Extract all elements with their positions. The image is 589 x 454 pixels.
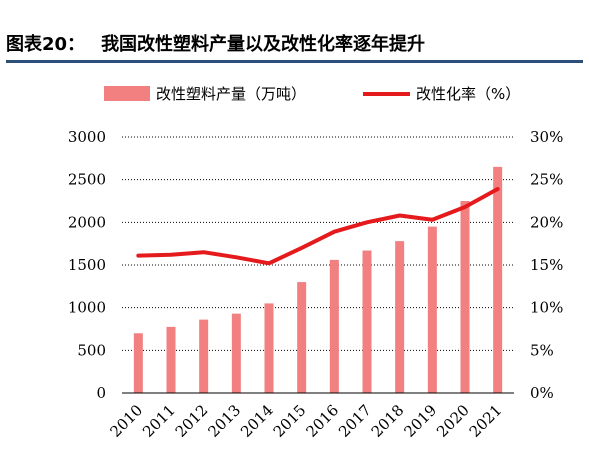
y-right-tick-label: 10% — [530, 299, 563, 317]
x-tick-label: 2015 — [270, 401, 310, 441]
bar-series — [133, 166, 503, 393]
y-left-tick-label: 1500 — [68, 256, 106, 274]
y-right-tick-label: 30% — [530, 128, 563, 146]
y-left-tick-label: 0 — [96, 384, 106, 402]
legend: 改性塑料产量（万吨） 改性化率（%） — [104, 85, 520, 103]
y-right-tick-label: 20% — [530, 213, 563, 231]
x-tick-label: 2017 — [335, 401, 375, 441]
bar-2012 — [199, 319, 209, 393]
figure-title: 我国改性塑料产量以及改性化率逐年提升 — [101, 34, 426, 55]
bar-2019 — [427, 226, 437, 393]
y-left-tick-label: 2000 — [68, 213, 106, 231]
axes: 0 500 1000 1500 2000 2500 3000 0% 5% 10% 15% 20% 25%… — [68, 128, 564, 441]
title-rule — [6, 60, 583, 63]
x-tick-label: 2013 — [204, 401, 244, 441]
y-left-tick-label: 3000 — [68, 128, 106, 146]
x-tick-label: 2021 — [466, 401, 506, 441]
bar-2016 — [329, 259, 339, 393]
x-tick-label: 2019 — [400, 401, 440, 441]
bar-2018 — [395, 241, 405, 393]
x-tick-label: 2020 — [433, 401, 473, 441]
bar-2010 — [133, 333, 143, 393]
bar-2020 — [460, 201, 470, 393]
x-tick-label: 2016 — [302, 401, 342, 441]
y-right-tick-label: 5% — [530, 341, 554, 359]
bar-2014 — [264, 303, 274, 393]
figure-label: 图表20： — [6, 34, 86, 55]
rate-line — [136, 187, 500, 266]
legend-swatch-bar — [104, 86, 150, 101]
y-right-tick-label: 15% — [530, 256, 563, 274]
bar-2015 — [297, 282, 307, 393]
x-tick-label: 2012 — [172, 401, 212, 441]
line-series — [136, 187, 500, 266]
legend-label-line: 改性化率（%） — [416, 85, 520, 103]
bar-2013 — [231, 313, 241, 393]
y-right-tick-label: 0% — [530, 384, 554, 402]
x-tick-label: 2014 — [237, 401, 277, 441]
y-left-tick-label: 2500 — [68, 171, 106, 189]
y-left-tick-label: 1000 — [68, 299, 106, 317]
bar-2017 — [362, 250, 372, 393]
y-right-tick-label: 25% — [530, 171, 563, 189]
chart-title: 图表20： 我国改性塑料产量以及改性化率逐年提升 — [6, 30, 583, 56]
x-tick-label: 2011 — [139, 401, 179, 441]
y-left-tick-label: 500 — [77, 341, 106, 359]
bar-2011 — [166, 326, 176, 393]
legend-label-bar: 改性塑料产量（万吨） — [156, 85, 306, 103]
gridlines — [122, 136, 514, 351]
bar-2021 — [493, 166, 503, 393]
x-tick-label: 2010 — [106, 401, 146, 441]
x-tick-label: 2018 — [368, 401, 408, 441]
